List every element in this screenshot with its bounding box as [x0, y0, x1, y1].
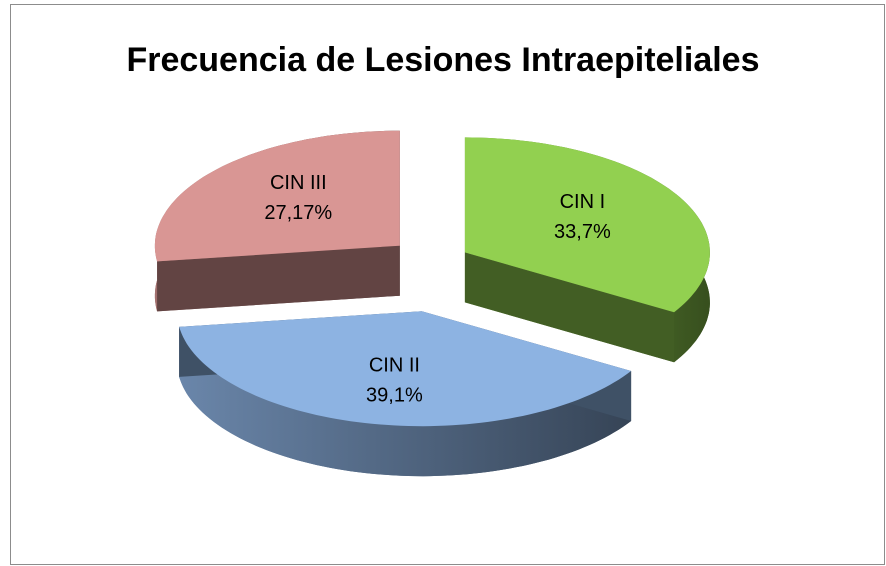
- slice-value-label: 33,7%: [554, 221, 611, 243]
- slice-category-label: CIN II: [369, 354, 420, 376]
- slice: [154, 130, 400, 262]
- chart-title: Frecuencia de Lesiones Intraepiteliales: [126, 41, 759, 79]
- slice: [464, 137, 710, 313]
- slice-value-label: 39,1%: [366, 384, 423, 406]
- slice: [179, 311, 632, 427]
- pie: CIN I 33,7% CIN II 39,1% CIN III 27,17%: [154, 130, 710, 477]
- slice-value-label: 27,17%: [264, 202, 332, 224]
- slice-outer-wall: [179, 326, 632, 477]
- chart-frame: [10, 4, 885, 565]
- slice-radial-wall: [157, 245, 400, 312]
- slice-category-label: CIN III: [270, 172, 327, 194]
- slice-category-label: CIN I: [560, 191, 606, 213]
- slice-radial-wall: [464, 252, 675, 363]
